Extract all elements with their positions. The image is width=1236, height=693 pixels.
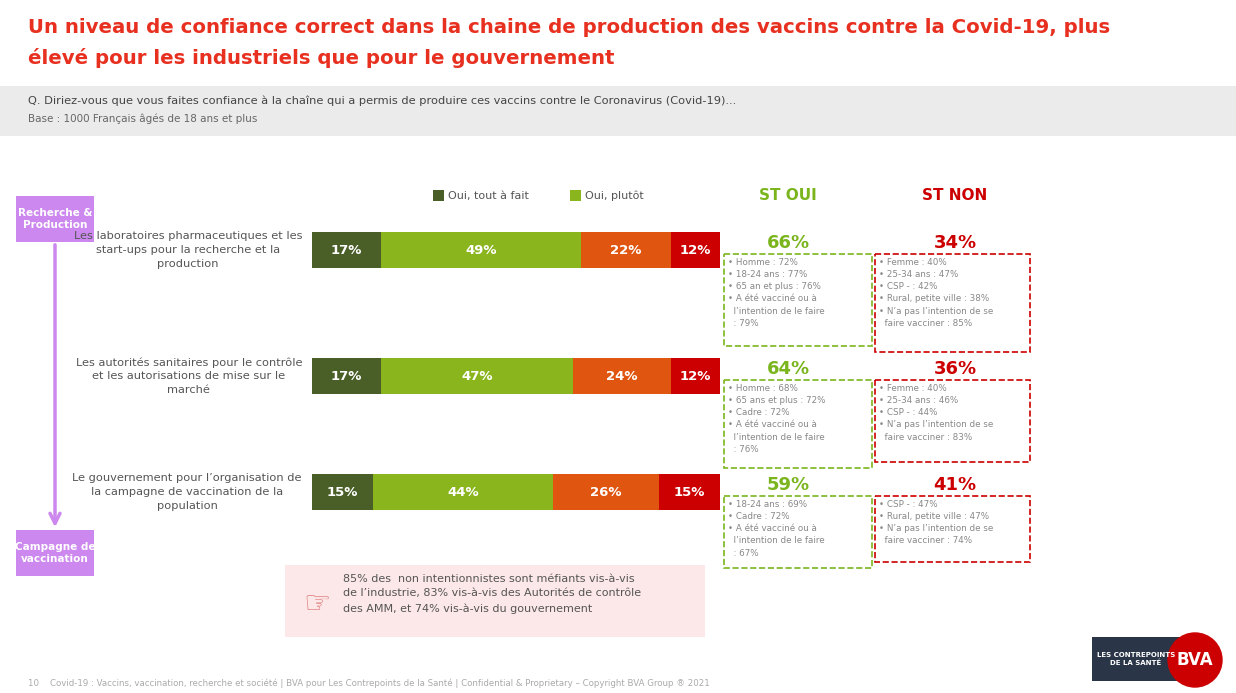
Text: Oui, plutôt: Oui, plutôt: [585, 191, 644, 201]
Bar: [724, 380, 873, 468]
Bar: [875, 496, 1030, 562]
Text: 59%: 59%: [766, 476, 810, 494]
Bar: [373, 474, 552, 510]
Text: Le gouvernement pour l’organisation de
la campagne de vaccination de la
populati: Le gouvernement pour l’organisation de l…: [73, 473, 302, 511]
Text: 10    Covid-19 : Vaccins, vaccination, recherche et société | BVA pour Les Contr: 10 Covid-19 : Vaccins, vaccination, rech…: [28, 679, 709, 689]
Text: 47%: 47%: [461, 369, 493, 383]
Text: 49%: 49%: [466, 243, 497, 256]
Bar: [581, 232, 671, 268]
Text: 36%: 36%: [933, 360, 976, 378]
Text: • Homme : 68%
• 65 ans et plus : 72%
• Cadre : 72%
• A été vacciné ou à
  l’inte: • Homme : 68% • 65 ans et plus : 72% • C…: [728, 384, 826, 454]
Bar: [724, 254, 873, 346]
Text: 15%: 15%: [326, 486, 358, 498]
Text: 41%: 41%: [933, 476, 976, 494]
Text: Les autorités sanitaires pour le contrôle
et les autorisations de mise sur le
ma: Les autorités sanitaires pour le contrôl…: [75, 357, 302, 395]
Text: Recherche &
Production: Recherche & Production: [17, 208, 93, 230]
Text: 26%: 26%: [590, 486, 622, 498]
Text: Base : 1000 Français âgés de 18 ans et plus: Base : 1000 Français âgés de 18 ans et p…: [28, 113, 257, 123]
Text: Campagne de
vaccination: Campagne de vaccination: [15, 542, 95, 564]
Bar: [671, 232, 721, 268]
Bar: [16, 196, 94, 242]
Text: • Homme : 72%
• 18-24 ans : 77%
• 65 an et plus : 76%
• A été vacciné ou à
  l’i: • Homme : 72% • 18-24 ans : 77% • 65 an …: [728, 258, 824, 328]
Text: 15%: 15%: [674, 486, 705, 498]
Bar: [724, 496, 873, 568]
Text: 85% des  non intentionnistes sont méfiants vis-à-vis
de l’industrie, 83% vis-à-v: 85% des non intentionnistes sont méfiant…: [344, 574, 641, 613]
Bar: [671, 358, 721, 394]
Bar: [382, 232, 581, 268]
Text: élevé pour les industriels que pour le gouvernement: élevé pour les industriels que pour le g…: [28, 48, 614, 68]
Bar: [286, 565, 705, 637]
Bar: [875, 254, 1030, 352]
Bar: [311, 232, 382, 268]
Bar: [311, 474, 373, 510]
Text: 22%: 22%: [611, 243, 641, 256]
Text: • CSP - : 47%
• Rural, petite ville : 47%
• N’a pas l’intention de se
  faire va: • CSP - : 47% • Rural, petite ville : 47…: [879, 500, 994, 545]
Text: ST OUI: ST OUI: [759, 188, 817, 203]
Text: LES CONTREPOINTS
DE LA SANTÉ: LES CONTREPOINTS DE LA SANTÉ: [1096, 651, 1175, 667]
Bar: [382, 358, 574, 394]
Text: • Femme : 40%
• 25-34 ans : 46%
• CSP - : 44%
• N’a pas l’intention de se
  fair: • Femme : 40% • 25-34 ans : 46% • CSP - …: [879, 384, 994, 441]
Bar: [16, 530, 94, 576]
Text: 34%: 34%: [933, 234, 976, 252]
Bar: [311, 358, 382, 394]
Bar: [0, 86, 1236, 136]
Text: 44%: 44%: [447, 486, 478, 498]
Bar: [875, 380, 1030, 462]
Text: ☞: ☞: [303, 590, 330, 620]
Text: Un niveau de confiance correct dans la chaine de production des vaccins contre l: Un niveau de confiance correct dans la c…: [28, 18, 1110, 37]
Text: BVA: BVA: [1177, 651, 1214, 669]
Text: 64%: 64%: [766, 360, 810, 378]
Text: Q. Diriez-vous que vous faites confiance à la chaîne qui a permis de produire ce: Q. Diriez-vous que vous faites confiance…: [28, 96, 737, 107]
Text: Les laboratoires pharmaceutiques et les
start-ups pour la recherche et la
produc: Les laboratoires pharmaceutiques et les …: [73, 231, 302, 269]
Text: • 18-24 ans : 69%
• Cadre : 72%
• A été vacciné ou à
  l’intention de le faire
 : • 18-24 ans : 69% • Cadre : 72% • A été …: [728, 500, 824, 558]
Bar: [433, 190, 444, 201]
Bar: [1091, 637, 1180, 681]
Text: 17%: 17%: [331, 243, 362, 256]
Text: 66%: 66%: [766, 234, 810, 252]
Bar: [659, 474, 721, 510]
Bar: [574, 358, 671, 394]
Text: Oui, tout à fait: Oui, tout à fait: [447, 191, 529, 200]
Text: 12%: 12%: [680, 369, 711, 383]
Text: ST NON: ST NON: [922, 188, 988, 203]
Bar: [570, 190, 581, 201]
Text: 24%: 24%: [607, 369, 638, 383]
Text: 17%: 17%: [331, 369, 362, 383]
Text: 12%: 12%: [680, 243, 711, 256]
Text: • Femme : 40%
• 25-34 ans : 47%
• CSP - : 42%
• Rural, petite ville : 38%
• N’a : • Femme : 40% • 25-34 ans : 47% • CSP - …: [879, 258, 994, 328]
Bar: [552, 474, 659, 510]
Circle shape: [1168, 633, 1222, 687]
